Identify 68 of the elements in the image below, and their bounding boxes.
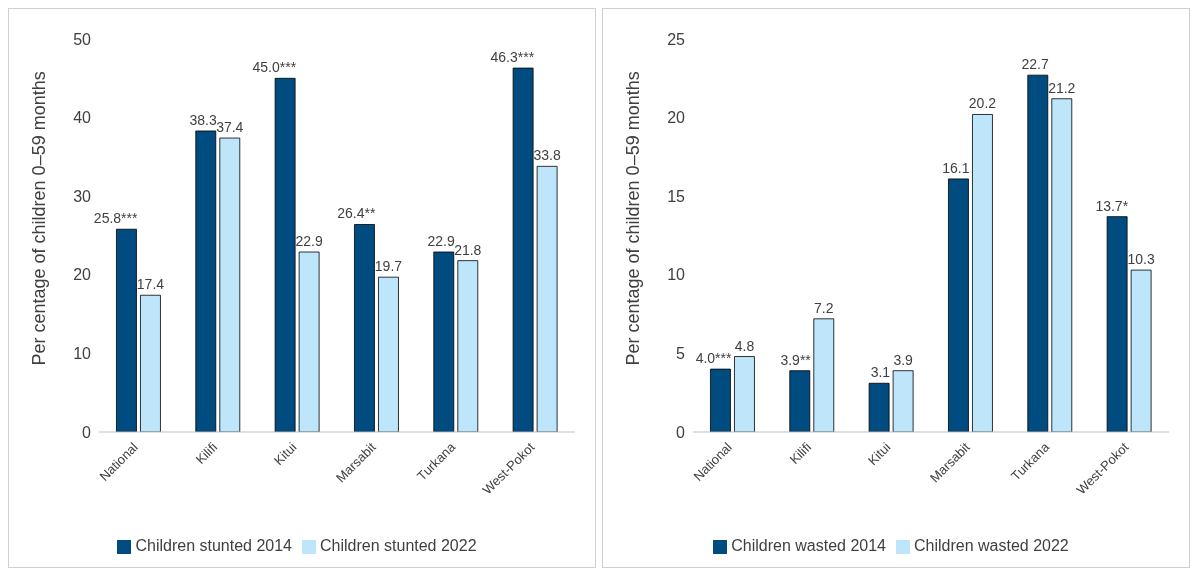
y-axis-title: Per centage of children 0–59 months [29, 71, 50, 366]
bar [140, 294, 161, 432]
y-tick-label: 15 [667, 187, 686, 205]
y-tick-label: 50 [73, 30, 92, 48]
data-label: 7.2 [814, 299, 834, 316]
legend-label: Children wasted 2014 [731, 537, 886, 554]
x-tick-label: Kilifi [786, 439, 815, 467]
x-tick-label: Kilifi [192, 439, 221, 467]
y-tick-label: 20 [73, 266, 92, 284]
y-axis-title: Per centage of children 0–59 months [623, 71, 644, 366]
y-tick-label: 10 [73, 345, 92, 363]
legend-label: Children wasted 2022 [914, 537, 1069, 554]
y-tick-label: 0 [82, 423, 92, 441]
data-label: 3.9 [893, 351, 914, 368]
bar [274, 77, 296, 432]
bar [892, 370, 914, 432]
bar [298, 251, 320, 432]
y-tick-label: 10 [667, 266, 686, 284]
data-label: 22.9 [427, 233, 455, 250]
bar [354, 224, 375, 432]
bar [789, 370, 811, 432]
data-label: 13.7* [1095, 197, 1129, 214]
bar [813, 318, 835, 432]
data-label: 25.8*** [93, 210, 138, 227]
bar [536, 165, 558, 432]
data-label: 19.7 [374, 258, 403, 275]
y-tick-label: 5 [676, 345, 686, 363]
legend-label: Children stunted 2022 [320, 537, 477, 554]
bar [734, 356, 755, 432]
bar [378, 276, 399, 432]
bar [948, 178, 969, 432]
data-label: 4.0*** [695, 350, 732, 367]
data-label: 46.3*** [490, 49, 535, 66]
bar [457, 260, 479, 432]
bar [972, 114, 993, 432]
bar [433, 251, 455, 432]
bar [710, 368, 731, 432]
legend-label: Children stunted 2014 [135, 537, 292, 554]
bar [1106, 216, 1128, 432]
data-label: 20.2 [968, 95, 997, 112]
y-tick-label: 25 [667, 30, 686, 48]
data-label: 16.1 [942, 159, 970, 176]
y-tick-label: 30 [73, 187, 92, 205]
bar [868, 382, 890, 432]
data-label: 37.4 [216, 119, 244, 136]
bar [116, 228, 137, 432]
data-label: 17.4 [136, 276, 165, 293]
data-label: 22.7 [1021, 56, 1049, 73]
bar [1130, 269, 1152, 432]
data-label: 26.4** [337, 205, 376, 222]
data-label: 22.9 [295, 233, 323, 250]
bar [512, 67, 534, 432]
data-label: 21.8 [454, 241, 482, 258]
bar [219, 137, 241, 432]
data-label: 38.3 [189, 111, 217, 128]
data-label: 21.2 [1048, 79, 1076, 96]
data-label: 45.0*** [252, 59, 297, 76]
y-tick-label: 40 [73, 109, 92, 127]
data-label: 4.8 [734, 337, 755, 354]
bar [195, 130, 217, 432]
data-label: 3.9** [780, 351, 812, 368]
data-label: 3.1 [870, 364, 891, 381]
data-label: 33.8 [533, 147, 561, 164]
bar [1027, 74, 1049, 432]
data-label: 10.3 [1127, 251, 1155, 268]
bar [1051, 98, 1073, 432]
y-tick-label: 20 [667, 109, 686, 127]
y-tick-label: 0 [676, 423, 686, 441]
